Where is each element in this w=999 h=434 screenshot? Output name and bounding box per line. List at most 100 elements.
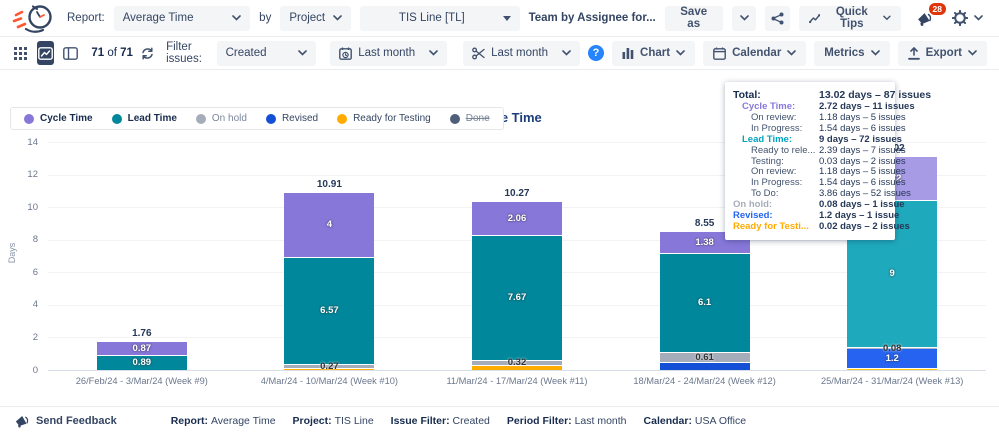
bar-segment-ready[interactable] — [284, 369, 375, 370]
tooltip-row: Ready to rele... 2.39 days – 7 issues — [733, 145, 906, 157]
chevron-down-icon — [325, 15, 342, 21]
calendar-button[interactable]: Calendar — [703, 40, 807, 66]
tooltip-row-value: 1.54 days – 6 issues — [819, 177, 906, 189]
x-axis-label: 18/Mar/24 - 24/Mar/24 (Week #12) — [633, 376, 776, 386]
issue-filter-select[interactable]: Created — [216, 40, 317, 66]
legend-label: Lead Time — [127, 113, 177, 124]
chart-legend: Cycle Time Lead Time On hold Revised Ready f… — [10, 107, 504, 130]
legend-item-lead[interactable]: Lead Time — [111, 113, 177, 124]
by-label: by — [259, 12, 272, 24]
save-as-dropdown-button[interactable] — [731, 5, 757, 31]
bar-segment-revised[interactable]: 1.2 — [847, 349, 938, 369]
chart-view-button[interactable] — [37, 41, 55, 65]
chevron-down-icon — [739, 15, 749, 21]
bar-segment-onhold[interactable]: 0.32 — [472, 357, 562, 368]
period-filter-select[interactable]: Last month — [330, 40, 448, 66]
settings-button[interactable] — [948, 6, 987, 31]
app-logo-icon[interactable] — [12, 3, 58, 33]
tooltip-row: To Do: 3.86 days – 52 issues — [733, 188, 911, 200]
bar-segment-value: 7.67 — [507, 292, 527, 303]
bar-total-value: 8.55 — [694, 218, 715, 229]
view-toolbar: 71 of 71 Filter issues: Created Last mon… — [0, 37, 999, 70]
legend-item-revised[interactable]: Revised — [265, 113, 318, 124]
footer-item-value: Created — [452, 414, 490, 427]
refresh-button[interactable] — [141, 41, 154, 65]
tooltip-row: On hold: 0.08 days – 1 issue — [733, 199, 905, 211]
footer-item-label: Period Filter: — [506, 414, 575, 427]
tooltip-row-value: 1.54 days – 6 issues — [819, 122, 906, 134]
grid-icon — [14, 46, 28, 60]
chart-bar[interactable]: 1.38 6.1 0.61 — [659, 232, 750, 370]
issue-count-total: 71 — [120, 47, 133, 59]
chart-tooltip: Total: 13.02 days – 87 issues Cycle Time: 2… — [725, 82, 931, 240]
tooltip-row-value: 9 days – 72 issues — [819, 133, 902, 145]
bar-segment-onhold[interactable]: 0.27 — [284, 361, 375, 371]
footer-item: Calendar: USA Office — [644, 415, 747, 427]
grid-view-button[interactable] — [12, 41, 29, 65]
tooltip-row-value: 2.72 days – 11 issues — [819, 101, 915, 112]
legend-dot-done — [449, 113, 460, 124]
board-view-button[interactable] — [62, 41, 79, 65]
bar-segment-ready[interactable] — [472, 366, 562, 370]
group-by-select[interactable]: Project — [280, 5, 352, 31]
bar-segment-lead[interactable]: 6.57 — [284, 258, 375, 365]
chevron-down-icon — [290, 50, 308, 56]
tooltip-row-value: 2.39 days – 7 issues — [819, 144, 906, 156]
send-feedback-link[interactable]: Send Feedback — [14, 414, 117, 428]
project-select-value: TIS Line [TL] — [398, 12, 465, 24]
bar-segment-lead[interactable]: 6.1 — [659, 254, 750, 353]
chart-bar[interactable]: 2.06 7.67 0.32 — [472, 202, 562, 370]
tooltip-row-label: On review: — [751, 167, 797, 178]
bar-segment-cycle[interactable]: 0.87 — [96, 342, 187, 356]
footer-item-value: Average Time — [210, 414, 276, 427]
notifications-button[interactable]: 28 — [910, 2, 946, 27]
quick-tips-button[interactable]: Quick Tips — [799, 5, 901, 31]
export-icon — [907, 46, 920, 60]
x-axis-label: 11/Mar/24 - 17/Mar/24 (Week #11) — [446, 376, 588, 386]
bar-segment-lead[interactable]: 0.89 — [96, 356, 187, 370]
tooltip-row: In Progress: 1.54 days – 6 issues — [733, 123, 906, 135]
y-axis-tick: 6 — [32, 266, 38, 278]
report-select[interactable]: Average Time — [113, 5, 251, 31]
legend-item-onhold[interactable]: On hold — [195, 113, 247, 124]
bar-segment-value: 0.32 — [507, 357, 527, 368]
project-select[interactable]: TIS Line [TL] — [360, 5, 520, 31]
chevron-down-icon — [974, 15, 983, 21]
help-button[interactable]: ? — [588, 45, 605, 61]
bar-segment-ready[interactable] — [847, 369, 938, 370]
tooltip-row: Ready for Testi... 0.02 days – 2 issues — [733, 221, 910, 233]
legend-item-cycle[interactable]: Cycle Time — [24, 113, 93, 124]
bar-segment-onhold[interactable]: 0.08 — [847, 343, 938, 353]
chevron-down-icon — [676, 50, 685, 56]
share-button[interactable] — [765, 5, 791, 31]
footer-item-label: Project: — [292, 414, 335, 427]
export-button[interactable]: Export — [897, 40, 987, 66]
legend-dot-lead — [111, 113, 122, 124]
bar-segment-revised[interactable] — [659, 363, 750, 370]
bar-total-value: 10.27 — [504, 188, 530, 199]
bar-segment-value: 0.89 — [132, 357, 152, 368]
sprint-filter-select[interactable]: Last month — [463, 40, 581, 66]
bar-segment-value: 6.1 — [697, 297, 712, 308]
chart-type-button[interactable]: Chart — [612, 40, 696, 66]
bar-segment-onhold[interactable]: 0.61 — [659, 352, 750, 363]
tooltip-row: On review: 1.18 days – 5 issues — [733, 112, 906, 124]
period-filter-value: Last month — [358, 47, 416, 59]
quick-tips-label: Quick Tips — [835, 6, 868, 30]
bar-segment-cycle[interactable]: 2.06 — [472, 202, 562, 236]
chart-bar[interactable]: 0.87 0.89 — [96, 342, 187, 370]
legend-item-done[interactable]: Done — [449, 113, 490, 124]
y-axis-tick: 2 — [32, 331, 38, 343]
metrics-button[interactable]: Metrics — [814, 40, 890, 66]
gridline — [48, 142, 986, 143]
legend-item-ready[interactable]: Ready for Testing — [337, 113, 431, 124]
bar-total-value: 10.91 — [316, 179, 342, 190]
bar-segment-lead[interactable]: 7.67 — [472, 236, 562, 361]
save-as-button[interactable]: Save as — [664, 5, 723, 31]
chart-bar[interactable]: 4 6.57 0.27 — [284, 193, 375, 371]
tooltip-row: Revised: 1.2 days – 1 issue — [733, 210, 899, 222]
tooltip-row: Lead Time: 9 days – 72 issues — [733, 134, 902, 146]
notification-badge: 28 — [928, 2, 946, 15]
bar-segment-cycle[interactable]: 4 — [284, 193, 375, 258]
issue-count-current: 71 — [91, 47, 105, 59]
